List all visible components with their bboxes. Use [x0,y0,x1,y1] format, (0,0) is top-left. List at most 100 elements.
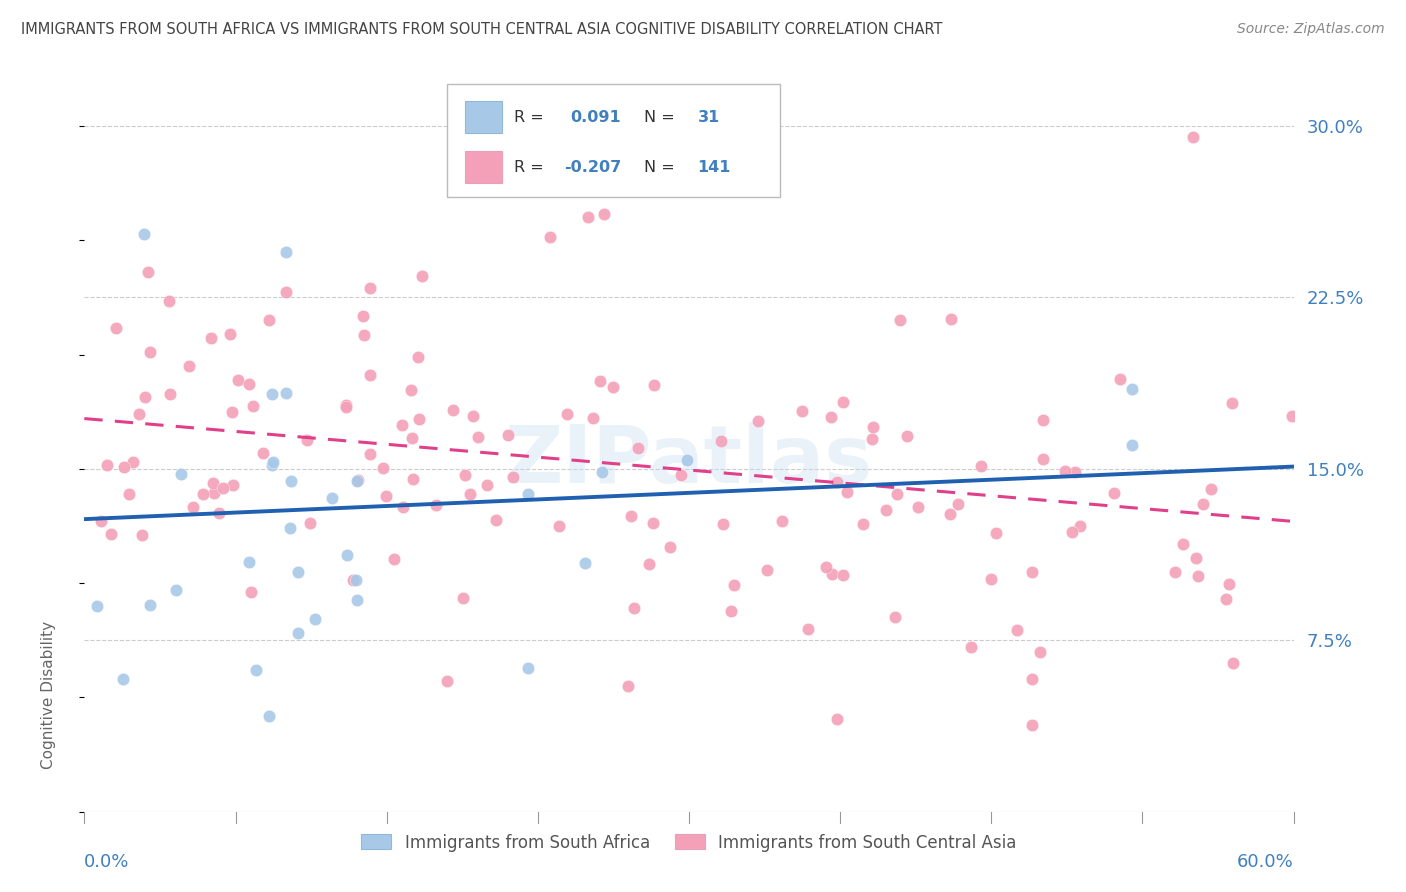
Point [238,555,260,569]
Point [1021,672,1043,686]
Point [796,622,818,636]
Point [852,516,875,531]
Point [467,430,489,444]
Text: -0.207: -0.207 [564,160,621,175]
Point [907,500,929,514]
Point [969,458,991,473]
Point [359,447,381,461]
Point [1021,718,1043,732]
Point [477,477,499,491]
Point [406,350,429,364]
Point [139,598,162,612]
Point [1191,497,1213,511]
Point [118,487,141,501]
Point [157,293,180,308]
Point [602,380,624,394]
Point [896,429,918,443]
Point [547,519,569,533]
Point [755,563,778,577]
Point [643,516,665,530]
Point [1222,656,1244,670]
Point [134,390,156,404]
Point [112,672,135,686]
Point [1053,464,1076,478]
Point [287,565,309,579]
Point [159,387,181,401]
Point [131,527,153,541]
Point [90,514,112,528]
Point [723,577,745,591]
Point [747,414,769,428]
Point [336,548,359,562]
Point [889,313,911,327]
Point [353,327,375,342]
Point [134,227,156,242]
Point [298,516,321,531]
Point [939,312,962,326]
Point [193,487,215,501]
Point [669,468,692,483]
Point [676,453,699,467]
Point [1069,518,1091,533]
Point [392,500,415,515]
Point [436,674,458,689]
Point [352,309,374,323]
Text: N =: N = [644,160,675,175]
Point [181,500,204,514]
Point [425,498,447,512]
Text: Cognitive Disability: Cognitive Disability [41,621,56,769]
Point [165,582,187,597]
Point [202,486,225,500]
Point [274,285,297,299]
Point [359,368,381,383]
Point [814,560,837,574]
Point [1102,486,1125,500]
Point [86,599,108,613]
Point [946,497,969,511]
Point [1215,591,1237,606]
Point [770,514,793,528]
Text: N =: N = [644,110,675,125]
FancyBboxPatch shape [447,84,780,197]
Point [441,403,464,417]
Point [169,467,191,481]
Point [574,556,596,570]
Point [939,508,962,522]
Point [1121,438,1143,452]
Point [591,465,613,479]
Point [790,404,813,418]
Point [1187,568,1209,582]
Point [112,460,135,475]
Point [347,473,370,487]
Point [287,626,309,640]
Point [100,527,122,541]
Point [821,566,844,581]
Point [335,398,357,412]
Point [825,475,848,489]
Point [239,585,262,599]
Point [576,211,599,225]
Point [139,344,162,359]
Point [463,409,485,423]
Point [262,387,284,401]
Point [335,400,357,414]
Point [502,470,524,484]
Text: 0.091: 0.091 [571,110,621,125]
Point [1171,537,1194,551]
Point [720,604,742,618]
Point [359,281,381,295]
Text: Source: ZipAtlas.com: Source: ZipAtlas.com [1237,22,1385,37]
Point [498,427,520,442]
Point [257,313,280,327]
FancyBboxPatch shape [465,151,502,183]
Point [589,374,612,388]
Point [226,373,249,387]
Point [371,461,394,475]
Point [304,612,326,626]
Point [659,540,682,554]
Point [710,434,733,449]
Point [1281,409,1303,424]
Point [346,592,368,607]
Point [454,467,477,482]
Point [485,513,508,527]
